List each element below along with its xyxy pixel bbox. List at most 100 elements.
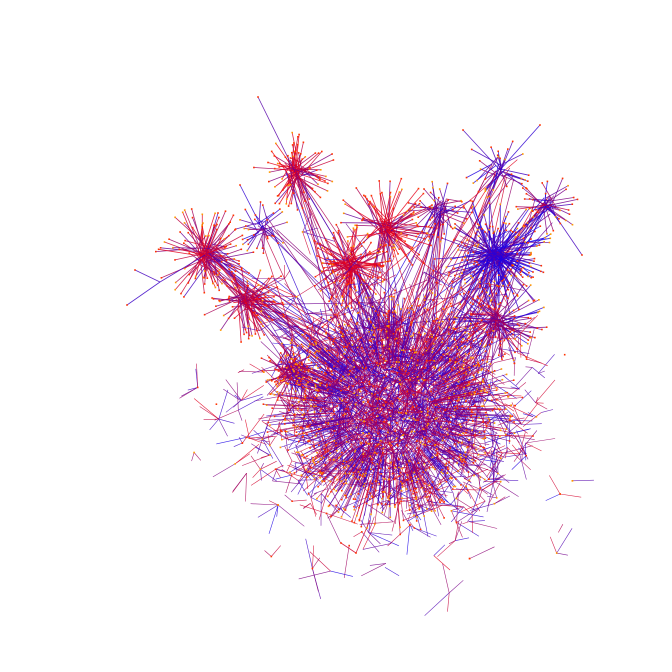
graph-edge	[321, 316, 337, 335]
graph-edge	[377, 278, 383, 282]
graph-node	[314, 285, 316, 287]
graph-node	[478, 160, 481, 162]
graph-node	[316, 175, 318, 177]
graph-node	[431, 204, 433, 206]
graph-edge	[504, 312, 538, 320]
graph-node	[214, 212, 216, 215]
graph-node	[497, 156, 500, 158]
graph-edge	[391, 449, 401, 451]
graph-edge	[516, 430, 527, 456]
graph-node	[447, 274, 450, 277]
graph-edge	[262, 429, 287, 440]
graph-node	[493, 280, 496, 283]
graph-node	[273, 295, 275, 298]
graph-edge	[259, 324, 270, 332]
graph-node	[267, 291, 270, 294]
graph-node	[476, 223, 479, 225]
graph-node	[242, 243, 244, 246]
graph-node	[287, 205, 290, 207]
graph-edge	[372, 230, 381, 278]
graph-edge	[155, 248, 197, 252]
graph-node	[298, 133, 300, 136]
graph-node	[281, 301, 284, 304]
graph-node	[332, 263, 335, 265]
graph-node	[287, 154, 289, 157]
graph-node	[378, 248, 380, 250]
graph-node	[462, 222, 465, 224]
graph-node	[529, 254, 532, 256]
graph-node	[247, 285, 249, 287]
graph-node	[331, 153, 333, 155]
graph-edge	[174, 253, 202, 261]
graph-edge	[507, 447, 531, 471]
graph-node	[285, 184, 288, 187]
graph-node	[308, 198, 311, 200]
graph-node	[280, 275, 282, 277]
graph-node	[188, 252, 190, 254]
graph-edge	[362, 367, 383, 379]
graph-edge	[404, 404, 412, 422]
graph-edge	[420, 271, 425, 279]
graph-edge	[394, 319, 400, 337]
graph-edge	[423, 270, 434, 292]
graph-edge	[505, 428, 530, 435]
graph-node	[418, 253, 420, 256]
graph-node	[243, 333, 245, 336]
graph-edge	[330, 253, 351, 270]
graph-edge	[496, 285, 509, 307]
graph-node	[422, 192, 425, 195]
graph-edge	[526, 329, 535, 360]
graph-edge	[211, 243, 226, 248]
graph-edge	[263, 221, 267, 254]
graph-node	[536, 245, 538, 247]
graph-edge	[463, 489, 469, 494]
graph-edge	[396, 376, 418, 402]
graph-edge	[312, 159, 518, 336]
graph-node	[441, 237, 443, 239]
graph-edge	[218, 389, 229, 420]
graph-node	[228, 300, 231, 302]
graph-node	[229, 264, 231, 267]
graph-node	[215, 228, 218, 231]
graph-node	[532, 210, 534, 212]
graph-edge	[424, 592, 450, 616]
graph-node	[518, 308, 520, 311]
graph-node	[247, 325, 249, 328]
graph-edge	[253, 314, 260, 331]
graph-node	[324, 278, 327, 280]
graph-edge	[246, 293, 250, 339]
graph-node	[297, 136, 299, 138]
graph-node	[279, 162, 281, 165]
graph-node	[442, 223, 444, 226]
graph-node	[246, 280, 249, 283]
graph-node	[454, 223, 456, 225]
graph-edge	[229, 296, 248, 301]
graph-edge	[471, 429, 487, 439]
graph-node	[233, 274, 236, 276]
graph-edge	[455, 488, 464, 490]
graph-node	[483, 288, 486, 290]
graph-edge	[515, 316, 535, 333]
graph-node	[462, 205, 465, 207]
graph-edge	[474, 354, 492, 358]
graph-node	[212, 282, 214, 285]
graph-node	[201, 213, 204, 216]
graph-node	[524, 241, 526, 243]
graph-node	[282, 313, 284, 316]
graph-node	[369, 288, 372, 290]
graph-node	[514, 236, 517, 238]
graph-edge	[349, 284, 362, 296]
graph-edge	[484, 231, 499, 252]
graph-edge	[452, 506, 464, 511]
graph-edge	[409, 505, 422, 521]
graph-edge	[201, 229, 205, 257]
graph-node	[507, 211, 510, 213]
graph-edge	[476, 446, 493, 471]
graph-edge	[505, 434, 516, 440]
graph-edge	[494, 270, 509, 297]
graph-node	[476, 179, 478, 182]
graph-node	[477, 263, 480, 266]
graph-node	[292, 192, 295, 194]
graph-node	[229, 243, 232, 245]
graph-node	[432, 186, 434, 189]
